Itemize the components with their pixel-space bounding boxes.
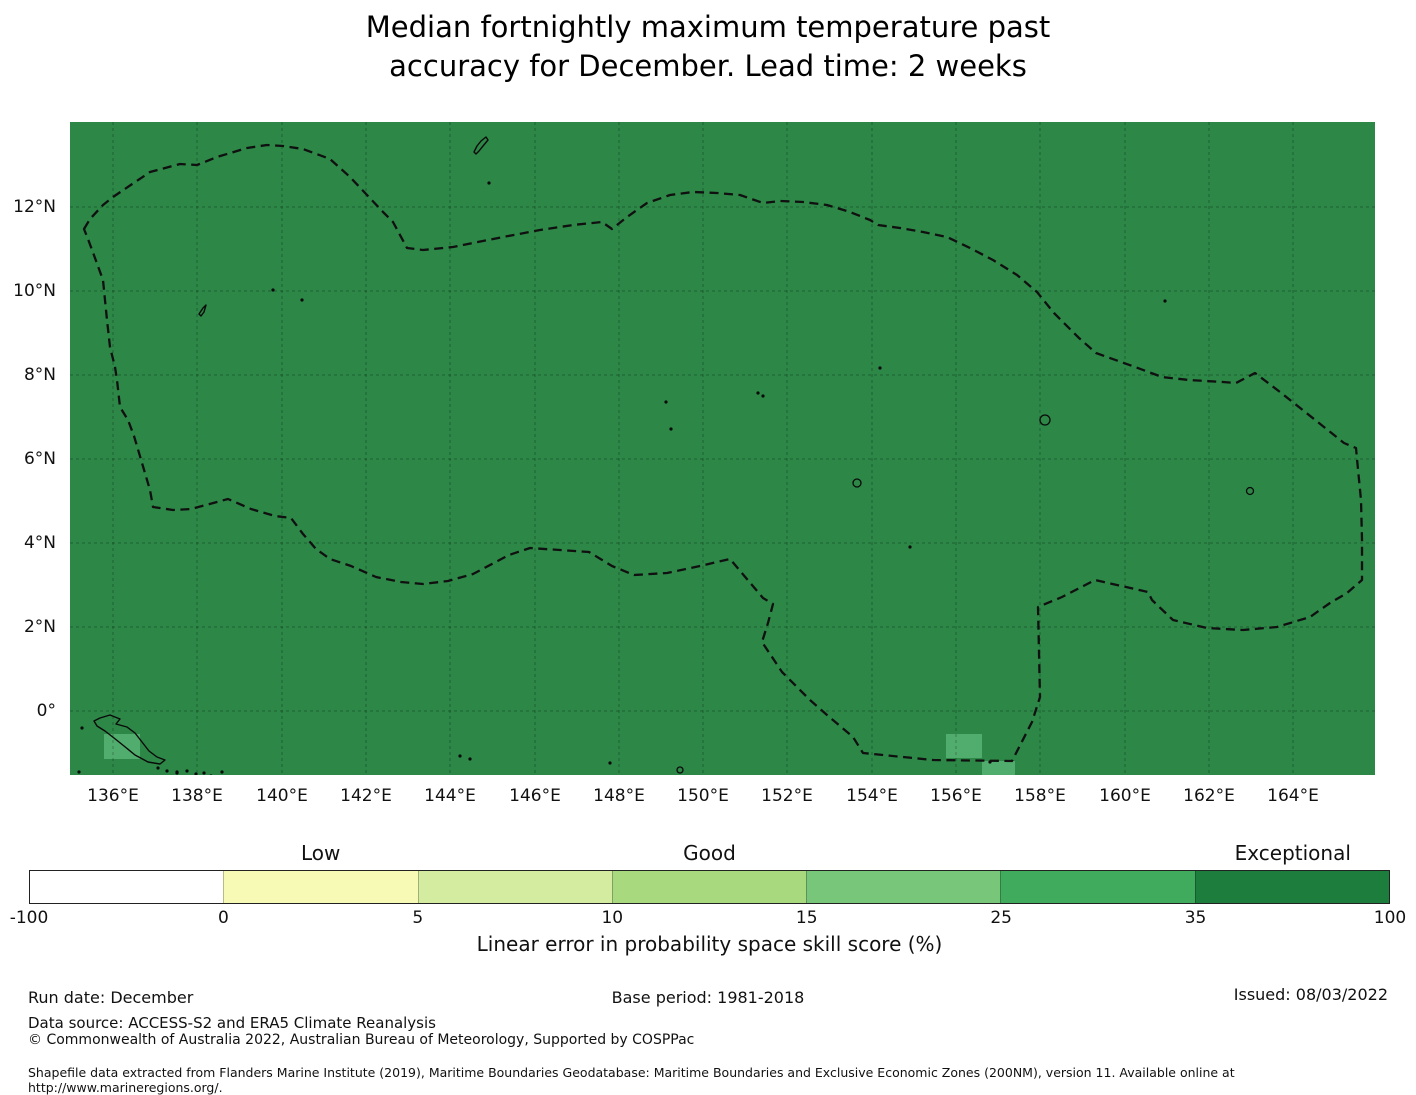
title-line-2: accuracy for December. Lead time: 2 week… <box>389 49 1027 83</box>
colorbar-category-labels: Low Good Exceptional <box>29 841 1390 867</box>
islet-dot <box>202 771 206 775</box>
islet-dot <box>300 298 304 302</box>
x-tick-label: 144°E <box>424 786 476 806</box>
islet-dot <box>194 772 198 775</box>
islet-dot <box>608 761 612 765</box>
islet-dot <box>761 394 765 398</box>
colorbar-segment <box>1194 871 1389 903</box>
x-tick-label: 140°E <box>256 786 308 806</box>
guam-coast-outline <box>473 136 489 155</box>
x-tick-label: 162°E <box>1183 786 1235 806</box>
islet-dot <box>165 769 169 773</box>
colorbar-segment <box>223 871 418 903</box>
islet-dot <box>80 726 84 730</box>
solomons-main-coast-outline <box>93 714 166 765</box>
colorbar-tick: 100 <box>1373 908 1407 928</box>
y-tick-label: 4°N <box>23 533 56 553</box>
islet-dot <box>878 366 882 370</box>
colorbar-category-low: Low <box>300 841 341 865</box>
colorbar-category-exceptional: Exceptional <box>1234 841 1351 865</box>
islet-dot <box>1163 299 1167 303</box>
colorbar-tick: 5 <box>412 908 424 928</box>
colorbar-tick: 15 <box>795 908 818 928</box>
islet-dot <box>669 427 673 431</box>
x-tick-label: 164°E <box>1267 786 1319 806</box>
atoll-ring <box>852 478 862 488</box>
y-tick-label: 8°N <box>23 365 56 385</box>
base-period-label: Base period: 1981-2018 <box>611 988 805 1007</box>
islet-dot <box>271 288 275 292</box>
issued-label: Issued: 08/03/2022 <box>1233 985 1388 1004</box>
highlight-cell <box>982 761 1015 775</box>
islet-dot <box>209 774 213 775</box>
y-tick-label: 12°N <box>13 197 56 217</box>
colorbar-tick-labels: -100 0 5 10 15 25 35 100 <box>10 908 1407 930</box>
y-tick-label: 0° <box>36 701 56 721</box>
islet-dot <box>156 766 160 770</box>
shapefile-note: Shapefile data extracted from Flanders M… <box>28 1065 1235 1095</box>
colorbar-segment <box>1000 871 1195 903</box>
copyright-label: © Commonwealth of Australia 2022, Austra… <box>28 1032 695 1048</box>
atoll-ring <box>1245 486 1255 496</box>
colorbar-segment <box>30 871 224 903</box>
eez-dashed-boundary <box>82 143 1364 763</box>
colorbar-axis-label: Linear error in probability space skill … <box>476 932 943 956</box>
yap-coast-outline <box>198 304 207 317</box>
data-source-label: Data source: ACCESS-S2 and ERA5 Climate … <box>28 1014 436 1032</box>
colorbar-segment <box>611 871 807 903</box>
colorbar-category-good: Good <box>683 841 736 865</box>
islet-dot <box>487 181 491 185</box>
title-line-1: Median fortnightly maximum temperature p… <box>365 10 1051 44</box>
y-tick-label: 6°N <box>23 449 56 469</box>
islet-dot <box>664 400 668 404</box>
x-tick-label: 150°E <box>677 786 729 806</box>
colorbar-tick: -100 <box>9 908 49 928</box>
chart-title: Median fortnightly maximum temperature p… <box>0 8 1416 86</box>
atoll-ring <box>1039 414 1051 426</box>
x-tick-label: 138°E <box>171 786 223 806</box>
islet-dot <box>220 770 224 774</box>
map-svg <box>70 122 1375 775</box>
x-tick-label: 142°E <box>340 786 392 806</box>
map-area <box>70 122 1375 775</box>
colorbar <box>29 870 1390 904</box>
x-tick-label: 148°E <box>593 786 645 806</box>
run-date-label: Run date: December <box>28 988 194 1007</box>
islet-dot <box>908 545 912 549</box>
y-axis-tick-labels: 12°N 10°N 8°N 6°N 4°N 2°N 0° <box>0 122 62 775</box>
highlight-cell <box>946 734 982 758</box>
islet-dot <box>458 754 462 758</box>
colorbar-segment <box>417 871 612 903</box>
colorbar-segment <box>806 871 1001 903</box>
islet-dot <box>756 391 760 395</box>
y-tick-label: 10°N <box>13 281 56 301</box>
colorbar-tick: 35 <box>1184 908 1207 928</box>
colorbar-tick: 0 <box>218 908 229 928</box>
islet-dot <box>77 770 81 774</box>
x-tick-label: 156°E <box>930 786 982 806</box>
y-tick-label: 2°N <box>23 617 56 637</box>
colorbar-tick: 10 <box>601 908 624 928</box>
islet-dot <box>175 771 179 775</box>
atoll-ring <box>676 766 684 774</box>
colorbar-tick: 25 <box>990 908 1012 928</box>
x-tick-label: 136°E <box>87 786 139 806</box>
x-axis-tick-labels: 136°E 138°E 140°E 142°E 144°E 146°E 148°E 150°E… <box>70 784 1375 810</box>
x-tick-label: 158°E <box>1014 786 1066 806</box>
x-tick-label: 152°E <box>761 786 813 806</box>
x-tick-label: 154°E <box>846 786 898 806</box>
x-tick-label: 146°E <box>509 786 561 806</box>
islet-dot <box>185 769 189 773</box>
x-tick-label: 160°E <box>1099 786 1151 806</box>
islet-dot <box>468 757 472 761</box>
